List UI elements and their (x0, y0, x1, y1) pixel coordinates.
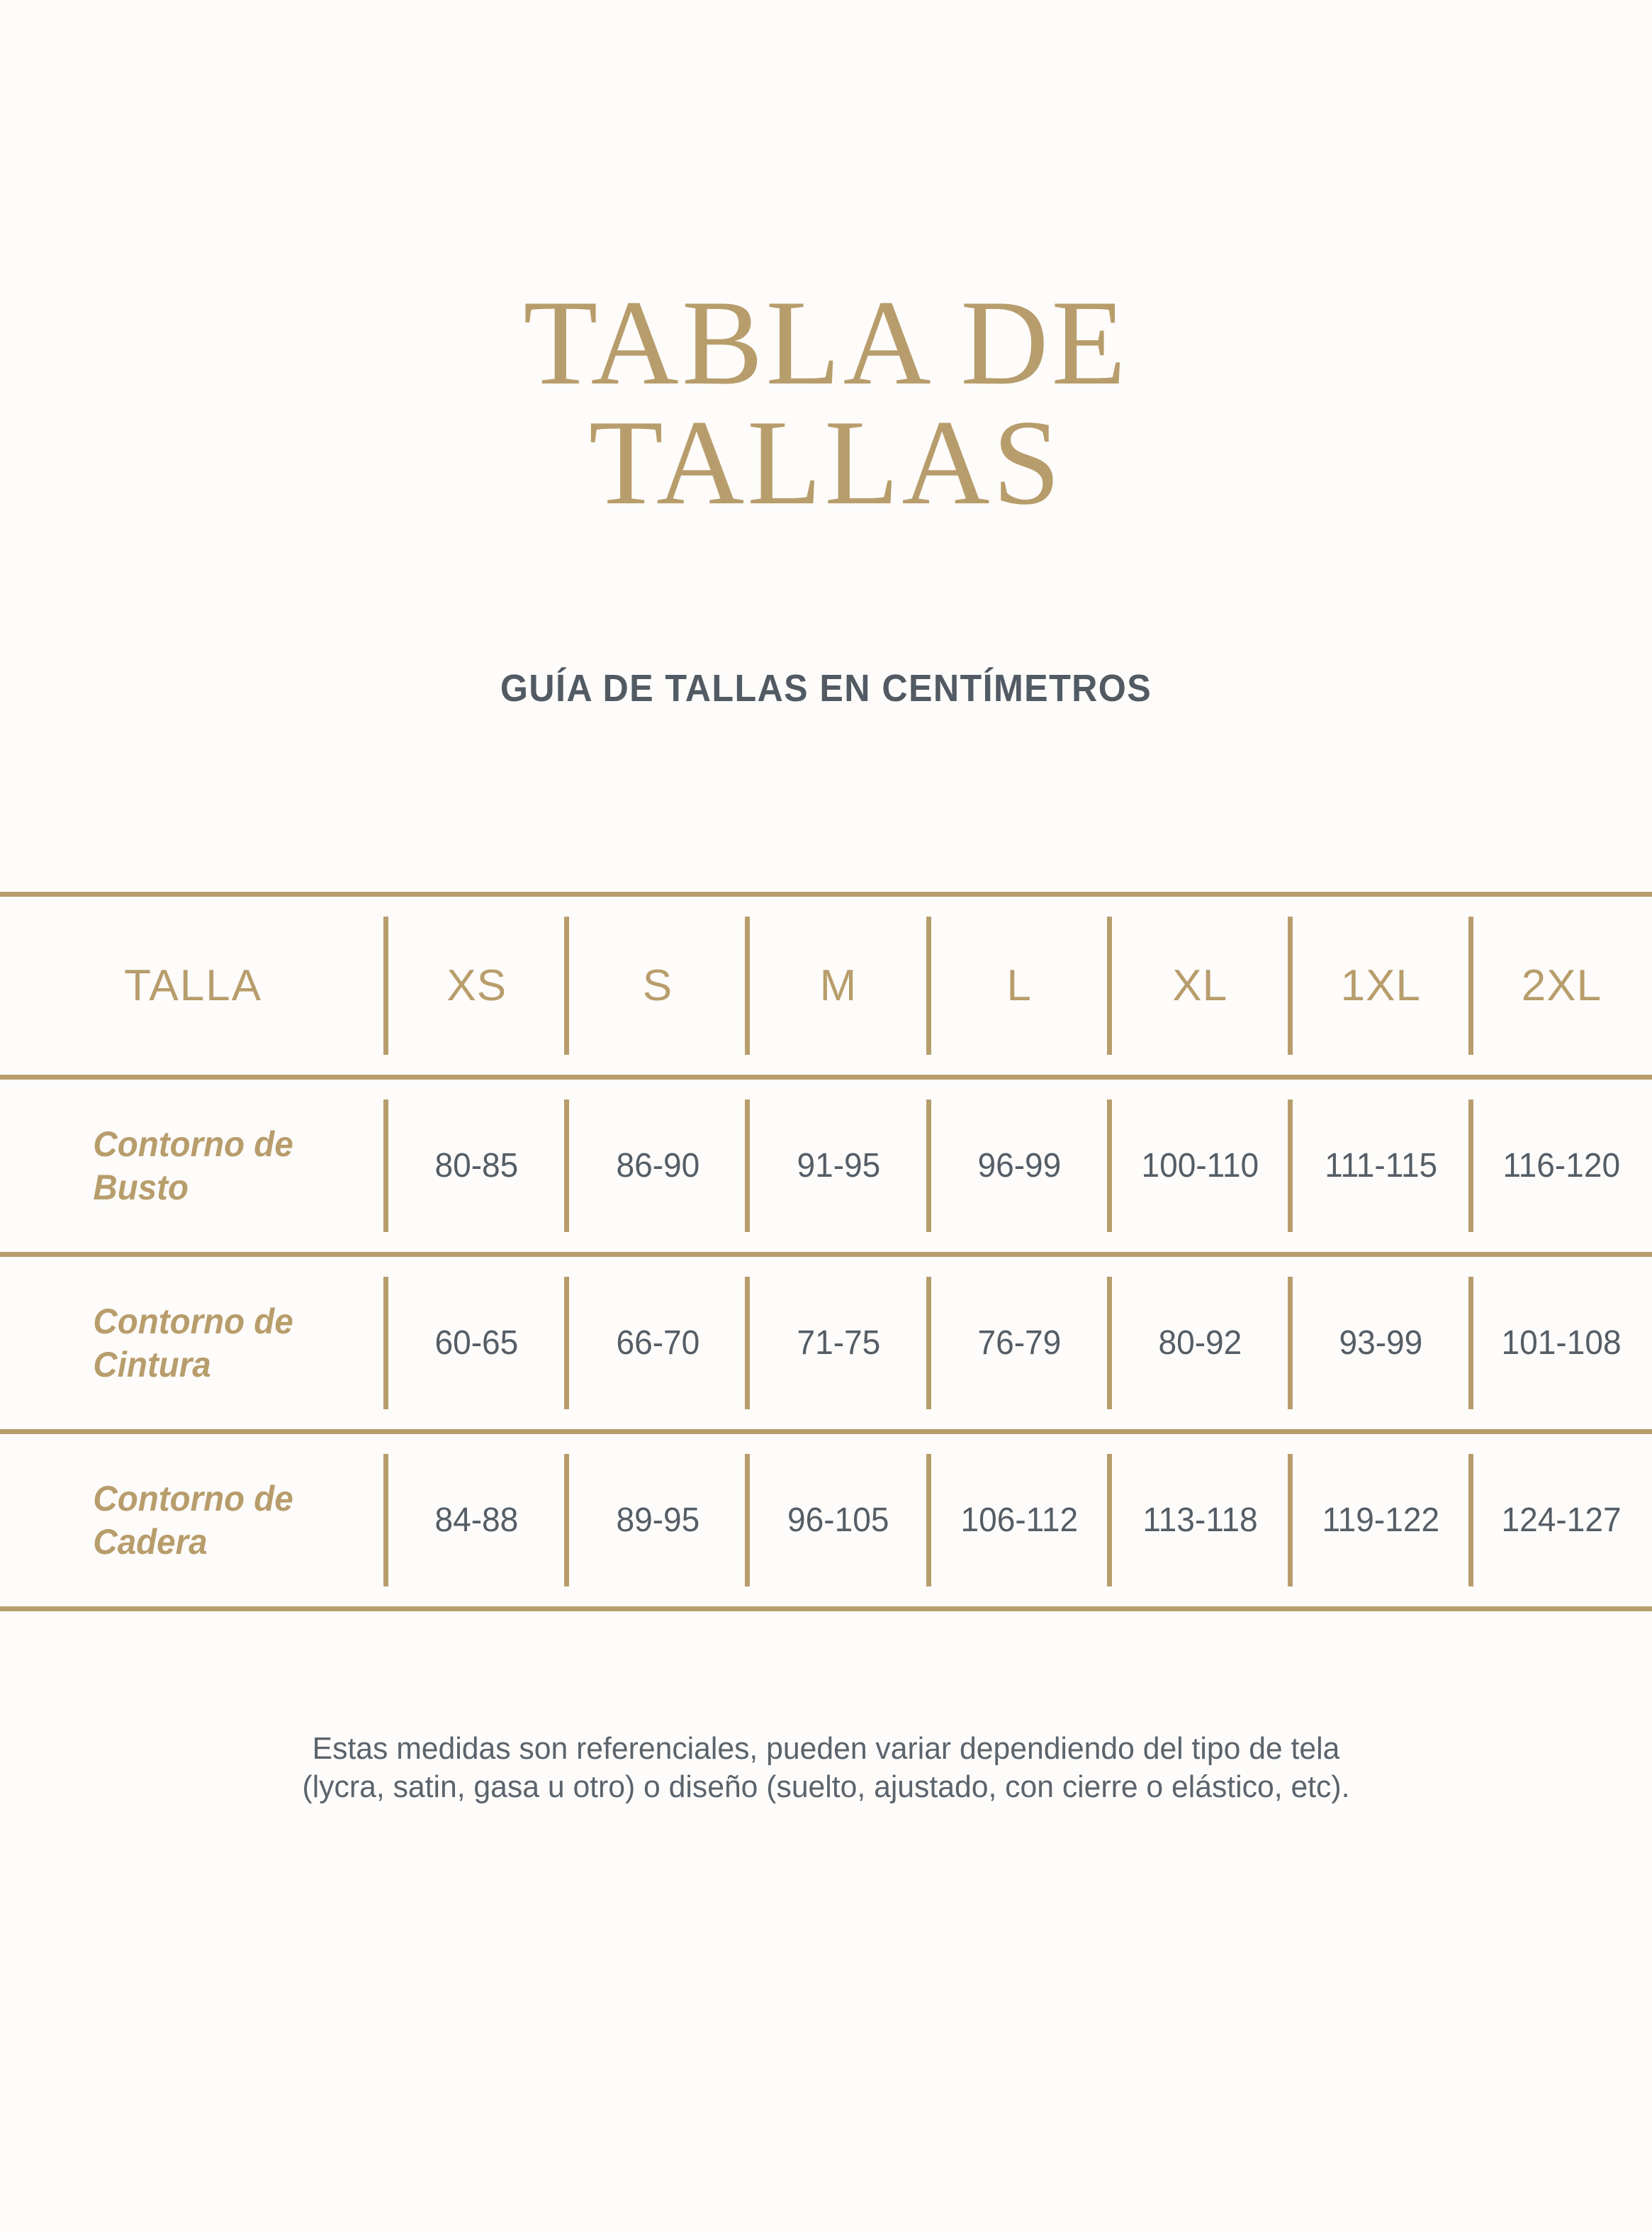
row-label-text: Contorno de Cadera (93, 1477, 293, 1564)
page-subtitle: GUÍA DE TALLAS EN CENTÍMETROS (500, 667, 1152, 710)
cell-cadera-xl: 113-118 (1106, 1429, 1291, 1611)
cell-cintura-1xl: 93-99 (1287, 1252, 1471, 1432)
row-label-line-2: Cadera (93, 1521, 208, 1562)
header-label-2xl: 2XL (1521, 961, 1602, 1010)
cell-cadera-1xl: 119-122 (1287, 1429, 1471, 1611)
cell-value: 80-85 (434, 1147, 519, 1185)
cell-value: 124-127 (1501, 1501, 1622, 1539)
header-cell-talla: TALLA (0, 892, 387, 1078)
cell-cadera-xs: 84-88 (383, 1429, 568, 1611)
row-label-text: Contorno de Busto (93, 1123, 293, 1209)
cell-busto-1xl: 111-115 (1287, 1075, 1471, 1255)
header-cell-xl: XL (1106, 892, 1291, 1078)
cell-cadera-s: 89-95 (564, 1429, 748, 1611)
cell-cintura-xs: 60-65 (383, 1252, 568, 1432)
header-label-s: S (642, 961, 673, 1010)
cell-cadera-m: 96-105 (745, 1429, 929, 1611)
cell-value: 93-99 (1339, 1324, 1423, 1362)
table-row: Contorno de Cadera 84-88 89-95 96-105 (0, 1429, 1652, 1611)
cell-value: 80-92 (1158, 1324, 1242, 1362)
cell-value: 116-120 (1502, 1147, 1621, 1185)
cell-value: 106-112 (960, 1501, 1078, 1539)
table-row: Contorno de Busto 80-85 86-90 91-95 9 (0, 1075, 1652, 1255)
cell-cintura-m: 71-75 (745, 1252, 929, 1432)
row-label-line-1: Contorno de (93, 1478, 293, 1518)
cell-cintura-l: 76-79 (926, 1252, 1110, 1432)
note-line-1: Estas medidas son referenciales, pueden … (312, 1731, 1340, 1766)
cell-value: 101-108 (1501, 1324, 1622, 1362)
cell-busto-xl: 100-110 (1106, 1075, 1291, 1255)
page-title: TABLA DE TALLAS (0, 276, 1652, 530)
cell-value: 91-95 (797, 1147, 880, 1185)
cell-busto-m: 91-95 (745, 1075, 929, 1255)
cell-cadera-l: 106-112 (926, 1429, 1110, 1611)
size-table-container: TALLA XS S M L XL (0, 892, 1652, 1611)
table-row: Contorno de Cintura 60-65 66-70 71-75 (0, 1252, 1652, 1432)
row-label-busto: Contorno de Busto (0, 1075, 387, 1255)
cell-value: 86-90 (615, 1147, 699, 1185)
cell-value: 96-105 (787, 1501, 889, 1539)
header-label-xs: XS (446, 961, 507, 1010)
cell-value: 111-115 (1324, 1147, 1437, 1185)
header-cell-1xl: 1XL (1287, 892, 1471, 1078)
row-label-text: Contorno de Cintura (93, 1300, 293, 1387)
cell-value: 113-118 (1142, 1501, 1258, 1539)
title-line-2: TALLAS (588, 395, 1064, 530)
cell-value: 100-110 (1141, 1147, 1259, 1185)
note-line-2: (lycra, satin, gasa u otro) o diseño (su… (302, 1769, 1350, 1804)
cell-value: 76-79 (977, 1324, 1062, 1362)
row-label-line-1: Contorno de (93, 1301, 293, 1341)
cell-value: 66-70 (615, 1324, 699, 1362)
row-label-cintura: Contorno de Cintura (0, 1252, 387, 1432)
header-cell-m: M (745, 892, 929, 1078)
header-cell-2xl: 2XL (1468, 892, 1652, 1078)
cell-busto-xs: 80-85 (383, 1075, 568, 1255)
header-cell-xs: XS (383, 892, 568, 1078)
cell-value: 84-88 (434, 1501, 519, 1539)
cell-busto-2xl: 116-120 (1468, 1075, 1652, 1255)
disclaimer-note: Estas medidas son referenciales, pueden … (25, 1730, 1627, 1806)
table-header-row: TALLA XS S M L XL (0, 892, 1652, 1078)
header-cell-s: S (564, 892, 748, 1078)
cell-value: 119-122 (1322, 1501, 1440, 1539)
cell-value: 71-75 (797, 1324, 880, 1362)
cell-cadera-2xl: 124-127 (1468, 1429, 1652, 1611)
cell-value: 89-95 (615, 1501, 699, 1539)
row-label-line-1: Contorno de (93, 1124, 293, 1164)
size-table-head: TALLA XS S M L XL (0, 892, 1652, 1078)
cell-value: 96-99 (977, 1147, 1062, 1185)
row-label-cadera: Contorno de Cadera (0, 1429, 387, 1611)
header-label-xl: XL (1172, 961, 1228, 1010)
cell-cintura-s: 66-70 (564, 1252, 748, 1432)
size-table: TALLA XS S M L XL (0, 892, 1652, 1611)
header-label-talla: TALLA (124, 961, 263, 1010)
size-table-body: Contorno de Busto 80-85 86-90 91-95 9 (0, 1075, 1652, 1611)
header-label-1xl: 1XL (1340, 961, 1421, 1010)
header-label-m: M (819, 961, 858, 1010)
cell-cintura-2xl: 101-108 (1468, 1252, 1652, 1432)
cell-busto-l: 96-99 (926, 1075, 1110, 1255)
row-label-line-2: Cintura (93, 1344, 211, 1384)
cell-value: 60-65 (434, 1324, 519, 1362)
cell-busto-s: 86-90 (564, 1075, 748, 1255)
title-line-1: TABLA DE (523, 276, 1129, 410)
header-cell-l: L (926, 892, 1110, 1078)
row-label-line-2: Busto (93, 1167, 189, 1207)
cell-cintura-xl: 80-92 (1106, 1252, 1291, 1432)
header-label-l: L (1006, 961, 1032, 1010)
